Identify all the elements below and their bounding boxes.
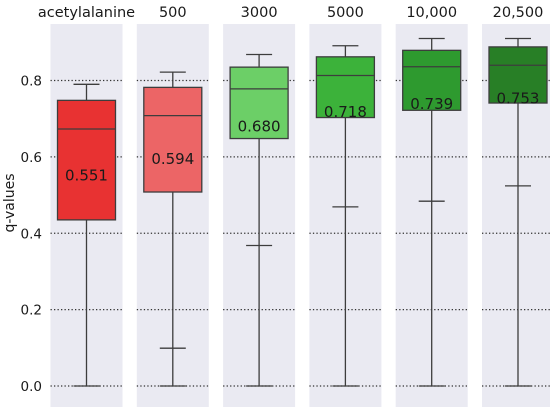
- facet-title: 20,500: [493, 5, 544, 21]
- facet-title: 500: [159, 5, 187, 21]
- mean-label: 0.594: [151, 150, 194, 168]
- box-3: 0.680: [229, 53, 289, 387]
- iqr-box: [229, 66, 289, 140]
- iqr-box: [488, 46, 548, 104]
- facet-title: 10,000: [406, 5, 457, 21]
- y-tick-label: 0.2: [21, 303, 42, 319]
- box-5: 0.739: [402, 37, 462, 387]
- y-axis-label: q-values: [2, 173, 18, 232]
- y-tick-label: 0.8: [21, 74, 42, 90]
- facet-panels: [50, 24, 550, 407]
- grid-lines: [50, 79, 550, 387]
- box-4: 0.718: [315, 45, 376, 387]
- y-tick-label: 0.0: [21, 379, 42, 395]
- mean-label: 0.680: [238, 117, 281, 135]
- mean-label: 0.551: [65, 167, 108, 185]
- iqr-box: [402, 49, 462, 111]
- facet-titles: acetylalanine 500 3000 5000 10,000 20,500: [38, 5, 543, 21]
- mean-label: 0.739: [410, 95, 453, 113]
- box-2: 0.594: [143, 71, 203, 387]
- box-1: 0.551: [56, 83, 117, 387]
- box-6: 0.753: [488, 37, 548, 387]
- box-series: 0.551 0.594 0.680 0.718 0.739 0.753: [56, 37, 548, 387]
- iqr-box: [143, 86, 203, 193]
- facet-title: 3000: [241, 5, 278, 21]
- y-tick-label: 0.6: [21, 150, 42, 166]
- y-axis: 0.0 0.2 0.4 0.6 0.8: [21, 74, 42, 396]
- iqr-box: [315, 56, 376, 119]
- mean-label: 0.718: [324, 103, 367, 121]
- y-tick-label: 0.4: [21, 226, 42, 242]
- mean-label: 0.753: [497, 89, 540, 107]
- iqr-box: [56, 99, 117, 221]
- facet-title: 5000: [327, 5, 364, 21]
- facet-title: acetylalanine: [38, 5, 135, 21]
